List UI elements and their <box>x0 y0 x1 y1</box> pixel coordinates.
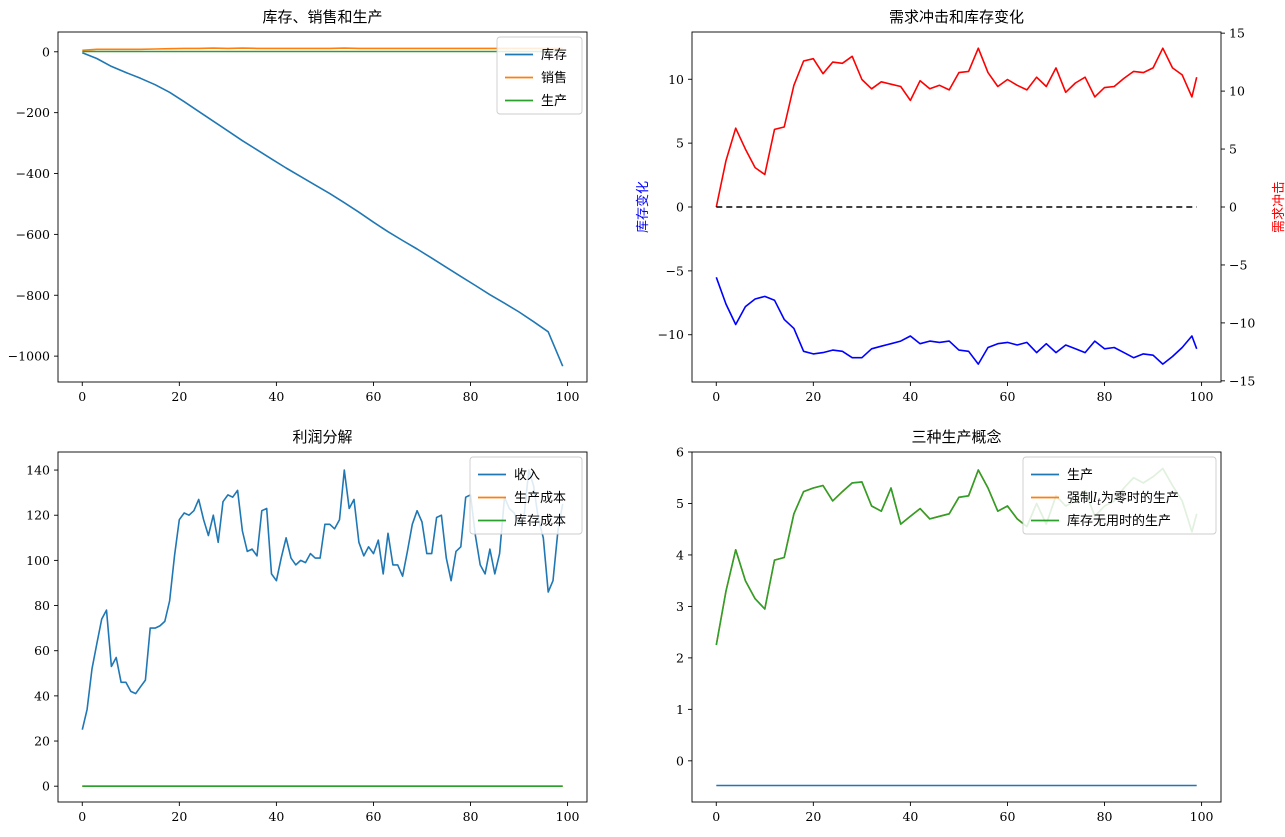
y-tick-label: −400 <box>16 166 50 181</box>
series-line-1 <box>82 51 564 367</box>
y-axis-label: 库存变化 <box>635 181 651 233</box>
legend-label: 生产成本 <box>514 491 566 506</box>
y-tick-label: 0 <box>676 200 684 215</box>
y2-tick-label: 0 <box>1229 200 1237 215</box>
y-tick-label: 40 <box>34 688 50 703</box>
subplot-1: 库存、销售和生产 0 20 40 60 80 100 0 −200 −400 −600 −800 −10… <box>8 8 588 404</box>
x-tick-label: 60 <box>1000 809 1016 824</box>
x-tick-label: 20 <box>171 809 187 824</box>
y-tick-label: 2 <box>676 650 684 665</box>
legend-label: 库存 <box>541 47 567 63</box>
y-tick-label: 80 <box>34 598 50 613</box>
x-tick-label: 0 <box>712 389 720 404</box>
legend-label: 强制lt为零时的生产 <box>1067 490 1179 508</box>
legend-label: 收入 <box>514 468 540 483</box>
y2-tick-label: −10 <box>1229 315 1255 330</box>
x-tick-label: 60 <box>366 809 382 824</box>
legend-label: 生产 <box>541 94 567 109</box>
legend-label: 库存成本 <box>514 513 566 529</box>
y-tick-label: 0 <box>42 44 50 59</box>
x-tick-label: 100 <box>556 389 580 404</box>
y2-tick-label: −15 <box>1229 373 1255 388</box>
y-tick-label: 10 <box>668 72 684 87</box>
y-tick-label: 100 <box>26 553 50 568</box>
legend-box <box>496 36 583 115</box>
series-line-1 <box>715 47 1198 208</box>
x-tick-label: 20 <box>805 389 821 404</box>
y2-axis-label: 需求冲击 <box>1272 181 1285 233</box>
y-tick-label: 20 <box>34 734 50 749</box>
x-tick-label: 0 <box>712 809 720 824</box>
series-line-1 <box>81 469 564 730</box>
chart-title: 三种生产概念 <box>911 428 1001 446</box>
y-tick-label: 6 <box>676 445 684 460</box>
y-tick-label: 60 <box>34 643 50 658</box>
x-tick-label: 20 <box>171 389 187 404</box>
y-tick-label: −600 <box>16 227 50 242</box>
legend-label: 库存无用时的生产 <box>1067 513 1171 529</box>
y-tick-label: 5 <box>676 136 684 151</box>
y-tick-label: 0 <box>676 753 684 768</box>
x-tick-label: 100 <box>1190 389 1214 404</box>
x-tick-label: 80 <box>1097 809 1113 824</box>
chart-title: 需求冲击和库存变化 <box>889 8 1024 26</box>
x-tick-label: 40 <box>902 389 918 404</box>
series-line-2 <box>715 277 1198 365</box>
subplot-3: 利润分解 0 20 40 60 80 100 0 20 40 60 80 100 120 140 收入生产成本… <box>26 428 588 824</box>
y-tick-label: 1 <box>676 702 684 717</box>
plot-frame <box>57 451 588 803</box>
x-tick-label: 40 <box>268 389 284 404</box>
plot-frame <box>57 31 588 383</box>
legend-label: 生产 <box>1067 468 1093 483</box>
subplot-2: 需求冲击和库存变化 0 20 40 60 80 100 10 5 0 −5 −10 15 10 5 0 −5 −1… <box>635 8 1285 404</box>
y-tick-label: 0 <box>42 779 50 794</box>
series-line-2 <box>82 47 563 52</box>
y-tick-label: 120 <box>26 508 50 523</box>
y-tick-label: 140 <box>26 463 50 478</box>
y-tick-label: 5 <box>676 496 684 511</box>
x-tick-label: 0 <box>78 809 86 824</box>
subplot-4: 三种生产概念 0 20 40 60 80 100 0 1 2 3 4 5 6 生产强制lt为零时的生产库存无… <box>676 428 1222 824</box>
chart-title: 利润分解 <box>292 428 352 446</box>
plot-frame <box>691 451 1222 803</box>
y2-tick-label: 15 <box>1229 26 1245 41</box>
y-tick-label: 4 <box>676 547 684 562</box>
y-tick-label: −800 <box>16 288 50 303</box>
x-tick-label: 80 <box>1097 389 1113 404</box>
x-tick-label: 80 <box>463 809 479 824</box>
chart-title: 库存、销售和生产 <box>262 8 382 26</box>
x-tick-label: 60 <box>366 389 382 404</box>
y-tick-label: −200 <box>16 105 50 120</box>
y-tick-label: −1000 <box>8 349 50 364</box>
legend-label: 销售 <box>541 70 567 86</box>
y-tick-label: 3 <box>676 599 684 614</box>
y-tick-label: −10 <box>658 327 684 342</box>
x-tick-label: 100 <box>556 809 580 824</box>
legend-box <box>1022 456 1217 535</box>
x-tick-label: 0 <box>78 389 86 404</box>
y2-tick-label: −5 <box>1229 257 1247 272</box>
y2-tick-label: 5 <box>1229 142 1237 157</box>
x-tick-label: 100 <box>1190 809 1214 824</box>
x-tick-label: 20 <box>805 809 821 824</box>
legend-box <box>469 456 583 535</box>
x-tick-label: 80 <box>463 389 479 404</box>
y-tick-label: −5 <box>666 263 684 278</box>
x-tick-label: 40 <box>902 809 918 824</box>
x-tick-label: 60 <box>1000 389 1016 404</box>
y2-tick-label: 10 <box>1229 84 1245 99</box>
x-tick-label: 40 <box>268 809 284 824</box>
